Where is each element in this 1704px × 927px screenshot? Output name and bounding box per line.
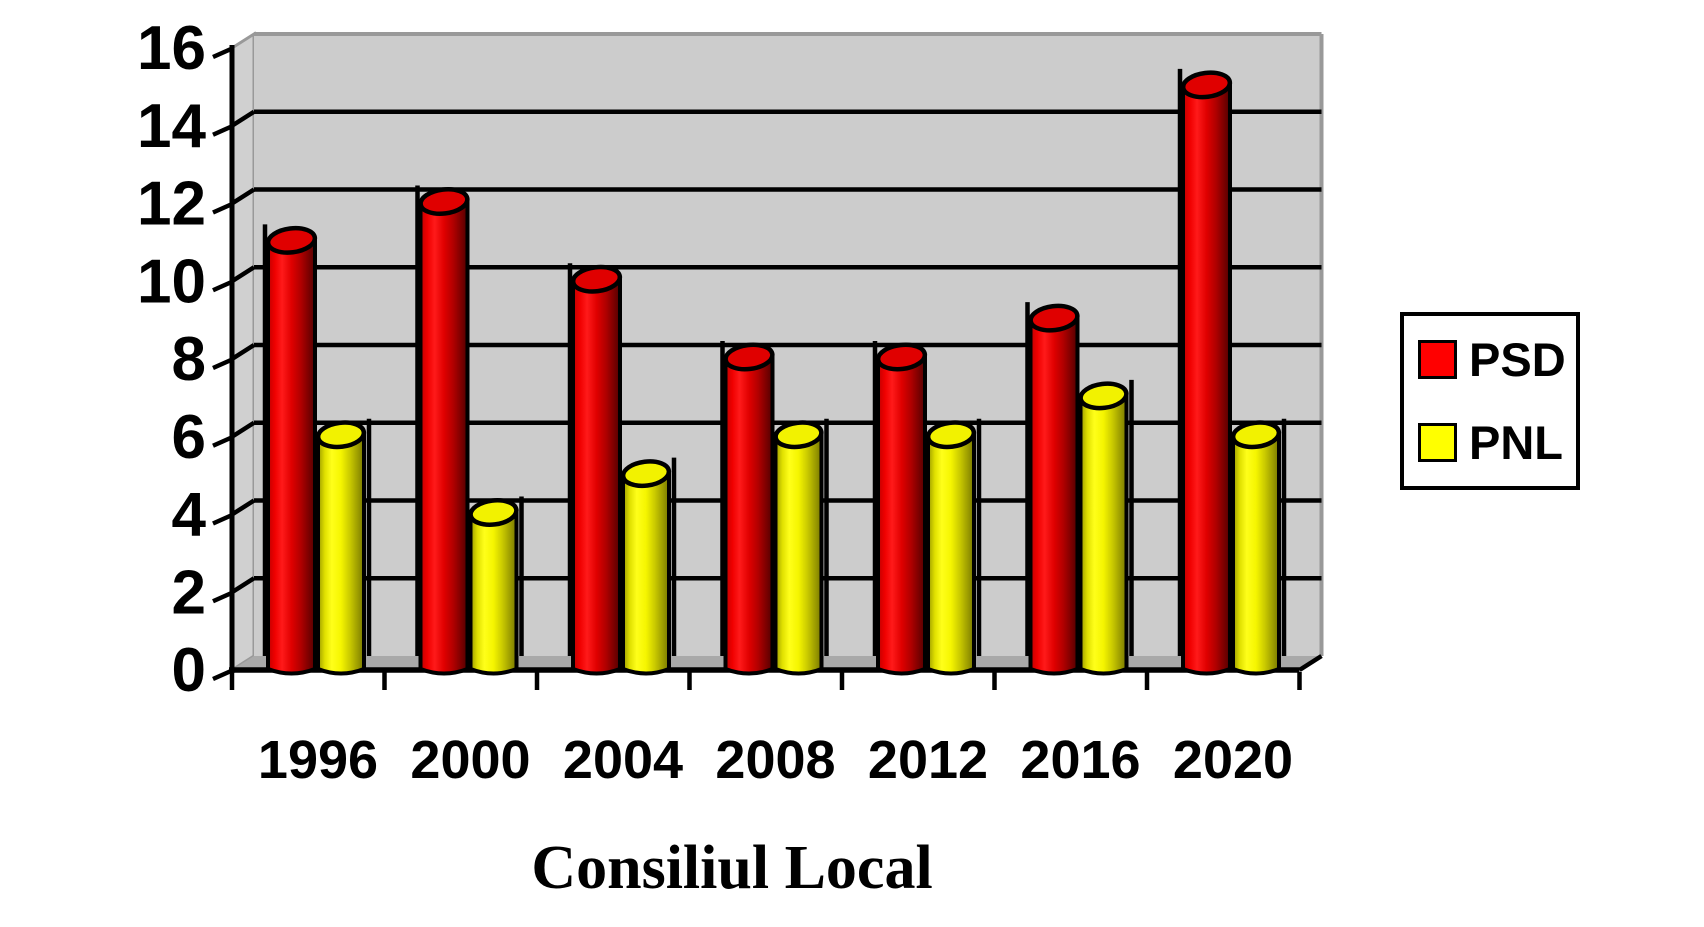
y-tick-label: 6 — [172, 403, 206, 472]
gridline-side-segment — [230, 187, 256, 206]
bar-top — [1078, 381, 1129, 411]
psd-legend-label: PSD — [1469, 333, 1566, 386]
pnl-legend-label: PNL — [1469, 416, 1563, 469]
bar-body — [468, 510, 519, 676]
bar-psd-2000 — [418, 186, 470, 676]
gridline-side-segment — [230, 343, 256, 361]
gridline-side-segment — [230, 265, 256, 284]
y-tick-label: 16 — [137, 14, 206, 83]
bar-top — [570, 264, 623, 294]
x-category-label: 2008 — [715, 730, 835, 790]
bar-body — [266, 238, 317, 676]
y-tick — [212, 668, 232, 682]
y-tick-label: 14 — [137, 92, 206, 161]
bar-top — [723, 342, 775, 372]
y-tick-label: 4 — [172, 481, 207, 550]
y-tick-label: 2 — [172, 558, 206, 627]
bar-pnl-2008 — [773, 420, 824, 676]
chart-title: Consiliul Local — [531, 834, 933, 902]
axis-corner-diagonal — [1298, 654, 1323, 672]
bar-pnl-2000 — [468, 498, 519, 676]
x-category-label: 2004 — [563, 730, 683, 790]
bar-body — [926, 432, 976, 676]
y-tick — [212, 357, 232, 371]
bar-top — [875, 342, 928, 372]
y-tick — [212, 124, 232, 137]
bar-top — [265, 225, 318, 255]
bar-psd-1996 — [265, 225, 318, 676]
legend-item-pnl: PNL — [1418, 419, 1568, 466]
bar-pnl-1996 — [315, 420, 367, 676]
bar-psd-2012 — [875, 342, 928, 676]
bar-body — [1078, 393, 1129, 676]
y-tick-label: 8 — [172, 325, 206, 394]
y-tick — [212, 591, 232, 604]
x-category-label: 1996 — [258, 730, 378, 790]
bar-body — [1028, 316, 1080, 676]
bar-body — [1231, 432, 1281, 676]
y-tick — [212, 202, 232, 215]
bar-body — [571, 277, 622, 676]
bar-top — [1180, 70, 1233, 100]
gridline-side-segment — [230, 498, 256, 517]
bar-top — [315, 420, 367, 450]
bar-psd-2020 — [1180, 70, 1233, 676]
bar-top — [1028, 303, 1080, 333]
bar-top — [1230, 420, 1282, 450]
x-category-label: 2012 — [868, 730, 988, 790]
bar-top — [468, 498, 519, 527]
y-tick-label: 10 — [137, 247, 206, 316]
bar-body — [418, 199, 470, 676]
bar-top — [418, 186, 470, 217]
bar-top — [620, 459, 672, 489]
y-tick-label: 12 — [137, 170, 206, 239]
bar-psd-2008 — [723, 342, 775, 676]
x-category-label: 2016 — [1020, 730, 1140, 790]
bar-pnl-2012 — [925, 420, 977, 676]
bar-body — [773, 432, 824, 676]
gridline-side-segment — [230, 109, 256, 128]
gridline-side-segment — [230, 420, 256, 439]
bar-psd-2016 — [1028, 303, 1080, 676]
bar-body — [316, 432, 366, 676]
y-tick — [212, 280, 232, 293]
bar-psd-2004 — [570, 264, 623, 676]
y-tick — [212, 513, 232, 526]
bar-body — [1181, 82, 1232, 676]
legend: PSD PNL — [1400, 312, 1580, 490]
y-tick — [212, 435, 232, 448]
bar-top — [773, 420, 824, 450]
y-tick — [212, 46, 232, 60]
gridline-side-segment — [230, 576, 256, 595]
bar-body — [621, 471, 671, 676]
x-category-label: 2000 — [410, 730, 530, 790]
y-tick-label: 0 — [172, 636, 206, 705]
pnl-color-swatch — [1418, 423, 1457, 462]
psd-color-swatch — [1418, 340, 1457, 379]
bar-body — [723, 355, 775, 676]
bar-top — [925, 420, 977, 450]
legend-item-psd: PSD — [1418, 336, 1568, 383]
bar-body — [876, 355, 927, 676]
bar-pnl-2020 — [1230, 420, 1282, 676]
x-category-label: 2020 — [1173, 730, 1293, 790]
bar-pnl-2004 — [620, 459, 672, 676]
bar-pnl-2016 — [1078, 381, 1129, 676]
